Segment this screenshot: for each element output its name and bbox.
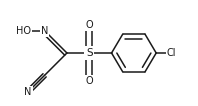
Text: O: O — [85, 20, 93, 30]
Text: S: S — [86, 48, 92, 58]
Text: Cl: Cl — [167, 48, 176, 58]
Text: N: N — [24, 87, 31, 97]
Text: HO: HO — [16, 26, 31, 36]
Text: N: N — [41, 26, 48, 36]
Text: O: O — [85, 76, 93, 86]
